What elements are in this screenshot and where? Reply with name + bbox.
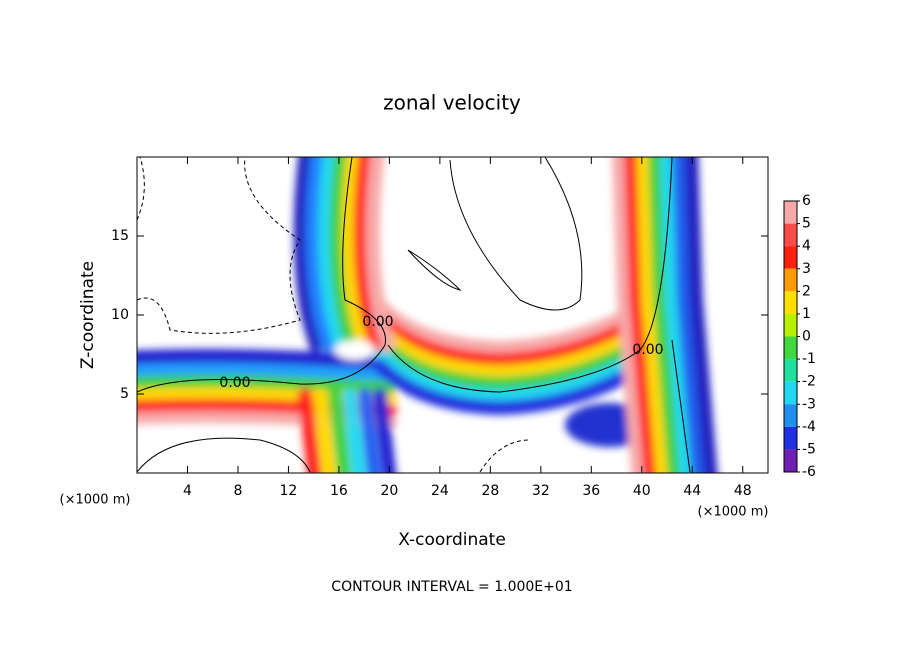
x-tick-label: 44 [683, 483, 701, 499]
colorbar-segment [784, 449, 797, 472]
colorbar-segment [784, 381, 797, 405]
colorbar-segment [784, 313, 797, 337]
filled-field [120, 150, 711, 480]
x-tick-label: 12 [280, 483, 298, 499]
colorbar-segment [784, 426, 797, 450]
x-tick-label: 48 [734, 483, 752, 499]
colorbar-label: 0 [802, 329, 811, 345]
colorbar-label: 6 [802, 193, 811, 209]
colorbar-label: 5 [802, 216, 811, 232]
colorbar-segment [784, 201, 797, 224]
colorbar-segment [784, 336, 797, 360]
x-tick-label: 32 [532, 483, 550, 499]
colorbar-label: -3 [802, 396, 816, 412]
x-axis-title: X-coordinate [398, 530, 506, 550]
colorbar-segment [784, 404, 797, 427]
colorbar-label: 4 [802, 238, 811, 254]
contour-label: 0.00 [362, 314, 393, 330]
colorbar-segment [784, 359, 797, 382]
colorbar-segment [784, 246, 797, 269]
x-tick-label: 8 [233, 483, 242, 499]
y-tick-label: 15 [111, 228, 129, 244]
footer-note: CONTOUR INTERVAL = 1.000E+01 [331, 579, 572, 595]
chart-title: zonal velocity [383, 91, 521, 115]
colorbar-label: 3 [802, 261, 811, 277]
colorbar-segment [784, 268, 797, 292]
x-tick-label: 28 [481, 483, 499, 499]
colorbar-label: 1 [802, 306, 811, 322]
x-tick-label: 16 [330, 483, 348, 499]
colorbar-label: -1 [802, 351, 816, 367]
colorbar-segment [784, 223, 797, 247]
contour-labels: 0.00 0.00 0.00 [219, 314, 663, 391]
contour-label: 0.00 [632, 342, 663, 358]
x-tick-label: 20 [380, 483, 398, 499]
contour-lines [137, 157, 691, 473]
y-tick-label: 10 [111, 307, 129, 323]
colorbar-label: -4 [802, 419, 816, 435]
colorbar-label: 2 [802, 283, 811, 299]
x-tick-label: 24 [431, 483, 449, 499]
colorbar-segment [784, 291, 797, 314]
colorbar-label: -6 [802, 464, 816, 480]
contour-field [120, 150, 711, 480]
colorbar-label: -5 [802, 441, 816, 457]
x-unit-label: (×1000 m) [60, 493, 131, 508]
y-axis-title: Z-coordinate [78, 261, 98, 369]
x-tick-label: 36 [582, 483, 600, 499]
x-tick-label: 4 [183, 483, 192, 499]
colorbar-label: -2 [802, 374, 816, 390]
x-unit-label: (×1000 m) [698, 505, 769, 520]
y-tick-label: 5 [120, 386, 129, 402]
contour-label: 0.00 [219, 375, 250, 391]
x-tick-label: 40 [633, 483, 651, 499]
